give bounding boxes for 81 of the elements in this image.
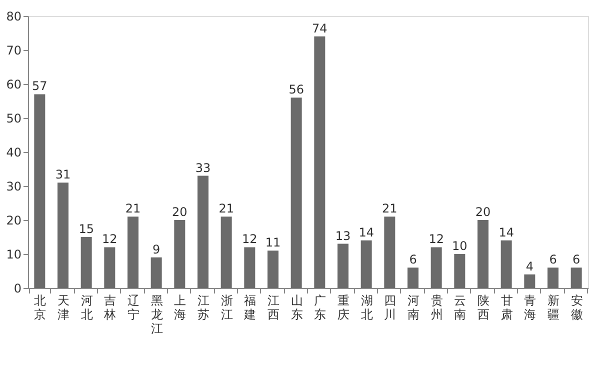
data-label: 14 [358,225,374,240]
bar [454,254,466,288]
bar [244,247,256,288]
x-tick-label: 天津 [58,294,70,322]
x-tick-label: 上海 [174,294,186,322]
bar [80,237,92,288]
bar [268,250,278,288]
bar [128,216,138,288]
bar [570,268,582,288]
x-tick-label: 甘肃 [500,294,513,322]
bar [478,220,488,288]
data-label: 31 [55,168,71,182]
data-label: 56 [288,82,304,97]
y-tick-label: 40 [6,146,22,160]
x-tick-label: 浙江 [220,294,233,322]
data-label: 74 [312,21,328,36]
x-tick-label: 吉林 [103,294,116,322]
bar [548,268,558,288]
y-tick-label: 70 [6,44,22,58]
x-tick-label: 重庆 [338,294,350,322]
data-label: 15 [78,222,94,236]
x-tick-label: 青海 [524,294,536,322]
data-label: 12 [428,232,444,246]
bar [524,274,536,288]
x-tick-label: 云南 [454,294,466,322]
data-label: 21 [125,202,141,216]
x-tick-label: 广东 [314,294,326,322]
bar [150,257,162,288]
data-label: 20 [172,205,188,219]
x-tick-label: 湖北 [360,294,373,322]
y-tick-label: 50 [6,112,22,126]
x-tick-label: 辽宁 [128,294,140,322]
y-tick-label: 0 [14,282,22,296]
data-label: 20 [475,205,491,219]
bar [384,216,396,288]
data-label: 4 [526,259,534,274]
x-tick-label: 贵州 [430,294,443,322]
bar [338,244,348,288]
data-label: 57 [32,79,48,94]
x-tick-label: 黑龙江 [150,294,163,336]
y-tick-label: 30 [6,180,22,194]
x-tick-label: 河南 [408,294,420,322]
x-tick-label: 安徽 [570,294,583,322]
data-label: 11 [265,236,281,250]
data-label: 9 [152,242,160,256]
data-label: 14 [498,225,514,240]
x-tick-label: 新疆 [548,294,560,322]
x-tick-label: 江苏 [198,294,210,322]
bar [104,247,116,288]
bar [430,247,442,288]
bar [34,94,46,288]
bar [408,268,418,288]
y-tick-label: 80 [6,10,22,24]
x-tick-label: 江西 [268,294,280,322]
data-label: 6 [409,252,417,267]
bar [314,36,326,288]
data-label: 6 [572,252,580,267]
bar [290,98,302,288]
bar [500,240,512,288]
data-label: 6 [549,252,557,267]
data-label: 12 [102,232,118,246]
data-label: 21 [382,202,398,216]
x-tick-label: 北京 [34,294,46,322]
bar [174,220,186,288]
data-label: 21 [218,202,234,216]
bar [220,216,232,288]
bar [198,176,208,288]
data-label: 10 [452,239,468,253]
data-label: 13 [335,228,351,243]
x-tick-label: 河北 [80,294,93,322]
y-tick-label: 20 [6,214,22,228]
x-tick-label: 福建 [243,294,256,322]
y-tick-label: 10 [6,248,22,262]
y-tick-label: 60 [6,78,22,92]
x-tick-label: 四川 [384,294,396,322]
x-tick-label: 山东 [290,294,303,322]
bar [360,240,372,288]
bar [58,182,68,288]
data-label: 12 [242,232,258,246]
x-tick-label: 陕西 [478,294,490,322]
data-label: 33 [195,160,211,175]
